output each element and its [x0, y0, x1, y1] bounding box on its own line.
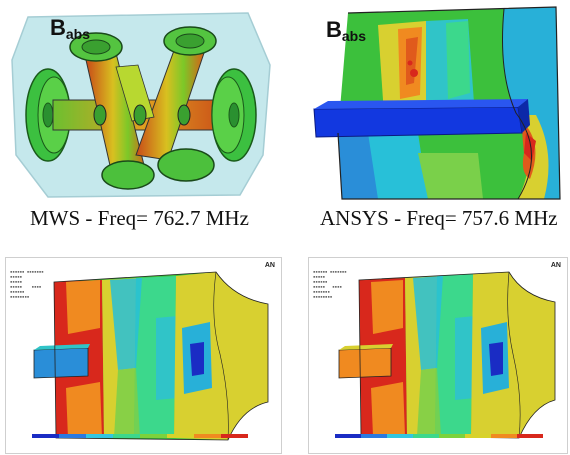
bottom-right-info-block: ▪▪▪▪▪▪ ▪▪▪▪▪▪▪ ▪▪▪▪▪ ▪▪▪▪▪▪ ▪▪▪▪▪ ▪▪▪▪ ▪…	[313, 269, 347, 299]
bottom-left-plot: AN ▪▪▪▪▪▪ ▪▪▪▪▪▪▪ ▪▪▪▪▪ ▪▪▪▪▪ ▪▪▪▪▪ ▪▪▪▪…	[5, 257, 282, 454]
bottom-left-logo: AN	[264, 262, 275, 269]
ansys-cavity-3d	[313, 6, 561, 200]
mws-caption: MWS - Freq= 762.7 MHz	[30, 206, 249, 230]
ansys-field-render: Babs	[308, 3, 566, 203]
mws-field-render: Babs	[8, 5, 276, 201]
mws-field-label: Babs	[50, 15, 91, 42]
bottom-left-info-block: ▪▪▪▪▪▪ ▪▪▪▪▪▪▪ ▪▪▪▪▪ ▪▪▪▪▪ ▪▪▪▪▪ ▪▪▪▪ ▪▪…	[10, 269, 44, 299]
ansys-field-label: Babs	[326, 17, 367, 44]
bottom-right-colorbar	[335, 434, 543, 438]
bottom-right-logo: AN	[550, 262, 561, 269]
bottom-left-cavity	[32, 271, 269, 441]
bottom-right-cavity	[335, 271, 556, 439]
mws-cavity-3d	[11, 12, 271, 198]
bottom-left-colorbar	[32, 434, 248, 438]
ansys-caption: ANSYS - Freq= 757.6 MHz	[320, 206, 558, 230]
bottom-right-plot: AN ▪▪▪▪▪▪ ▪▪▪▪▪▪▪ ▪▪▪▪▪ ▪▪▪▪▪▪ ▪▪▪▪▪ ▪▪▪…	[308, 257, 568, 454]
